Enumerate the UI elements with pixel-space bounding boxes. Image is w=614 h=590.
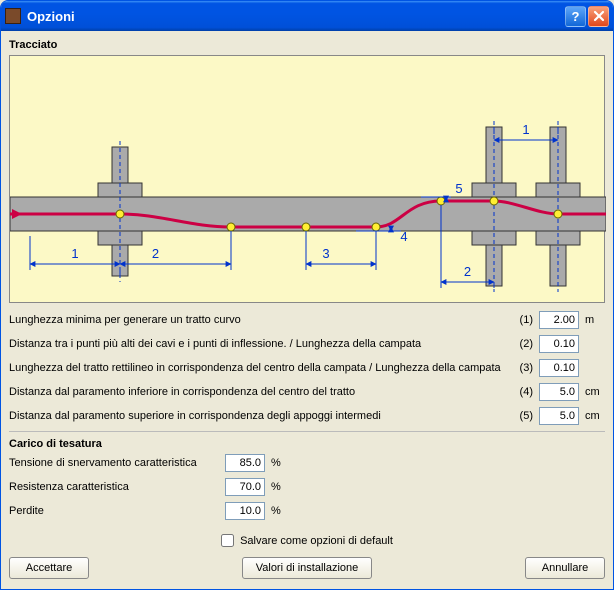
param-unit: cm: [585, 410, 605, 422]
diagram: 1 2 3 4 5 2 1: [9, 55, 605, 303]
save-default-checkbox[interactable]: [221, 534, 234, 547]
param-num: (3): [511, 362, 533, 374]
content-area: Tracciato 1 2 3 4 5 2 1 Lunghezza minima per g…: [1, 31, 613, 589]
param-label: Lunghezza minima per generare un tratto …: [9, 314, 505, 326]
dialog-window: Opzioni ? Tracciato 1 2 3 4 5 2 1 Lunghezza mi…: [0, 0, 614, 590]
svg-text:5: 5: [455, 181, 462, 196]
param-row: Distanza tra i punti più alti dei cavi e…: [9, 335, 605, 353]
param2-input-3[interactable]: [225, 502, 265, 520]
param-row: Distanza dal paramento inferiore in corr…: [9, 383, 605, 401]
param-label: Distanza tra i punti più alti dei cavi e…: [9, 338, 505, 350]
param-num: (5): [511, 410, 533, 422]
param2-input-1[interactable]: [225, 454, 265, 472]
param2-unit: %: [271, 505, 291, 517]
param2-row: Resistenza caratteristica%: [9, 478, 605, 496]
param-input-3[interactable]: [539, 359, 579, 377]
params2-group: Tensione di snervamento caratteristica%R…: [9, 454, 605, 530]
param-unit: cm: [585, 386, 605, 398]
accept-button[interactable]: Accettare: [9, 557, 89, 579]
param2-row: Perdite%: [9, 502, 605, 520]
section-tracciato-title: Tracciato: [9, 37, 605, 55]
param2-label: Perdite: [9, 505, 219, 517]
section-carico-title: Carico di tesatura: [9, 432, 605, 454]
param2-input-2[interactable]: [225, 478, 265, 496]
close-icon: [593, 10, 605, 22]
install-values-button[interactable]: Valori di installazione: [242, 557, 372, 579]
svg-text:3: 3: [322, 246, 329, 261]
param-input-2[interactable]: [539, 335, 579, 353]
param-input-1[interactable]: [539, 311, 579, 329]
param-input-4[interactable]: [539, 383, 579, 401]
help-button[interactable]: ?: [565, 6, 586, 27]
svg-text:2: 2: [464, 264, 471, 279]
param-label: Distanza dal paramento superiore in corr…: [9, 410, 505, 422]
param-label: Distanza dal paramento inferiore in corr…: [9, 386, 505, 398]
param-label: Lunghezza del tratto rettilineo in corri…: [9, 362, 505, 374]
svg-text:2: 2: [152, 246, 159, 261]
param-row: Lunghezza minima per generare un tratto …: [9, 311, 605, 329]
svg-text:1: 1: [522, 122, 529, 137]
cancel-button[interactable]: Annullare: [525, 557, 605, 579]
close-button[interactable]: [588, 6, 609, 27]
default-checkbox-row: Salvare come opzioni di default: [9, 530, 605, 557]
param-num: (2): [511, 338, 533, 350]
param-num: (4): [511, 386, 533, 398]
param2-unit: %: [271, 481, 291, 493]
save-default-label[interactable]: Salvare come opzioni di default: [240, 535, 393, 547]
param-row: Lunghezza del tratto rettilineo in corri…: [9, 359, 605, 377]
svg-text:4: 4: [400, 229, 407, 244]
param-num: (1): [511, 314, 533, 326]
params-group: Lunghezza minima per generare un tratto …: [9, 309, 605, 432]
app-icon: [5, 8, 21, 24]
param2-label: Resistenza caratteristica: [9, 481, 219, 493]
param-unit: m: [585, 314, 605, 326]
svg-text:1: 1: [71, 246, 78, 261]
window-title: Opzioni: [27, 9, 563, 24]
param2-label: Tensione di snervamento caratteristica: [9, 457, 219, 469]
button-row: Accettare Valori di installazione Annull…: [9, 557, 605, 579]
param-row: Distanza dal paramento superiore in corr…: [9, 407, 605, 425]
param2-row: Tensione di snervamento caratteristica%: [9, 454, 605, 472]
param-input-5[interactable]: [539, 407, 579, 425]
param2-unit: %: [271, 457, 291, 469]
titlebar: Opzioni ?: [1, 1, 613, 31]
